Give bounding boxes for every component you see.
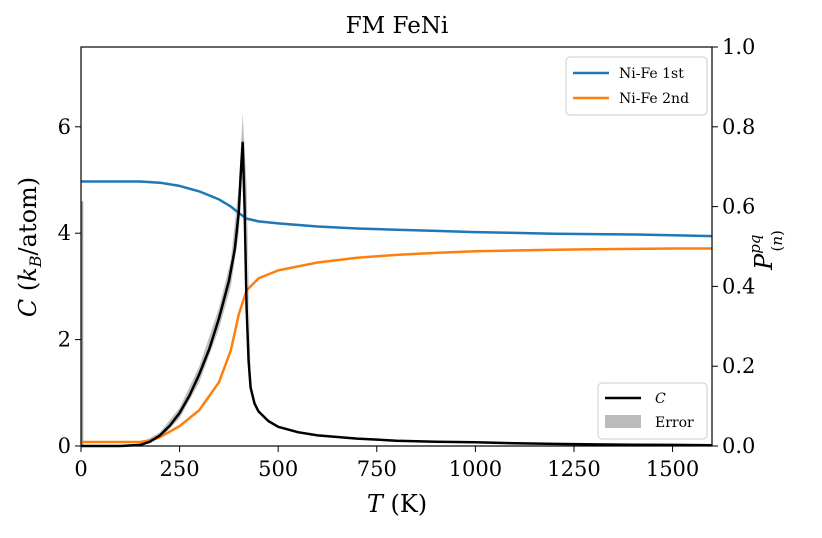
error-band	[140, 113, 251, 446]
y-axis-label-right: Ppq (n)	[746, 230, 786, 271]
legend-label-ni-fe-2nd: Ni-Fe 2nd	[619, 91, 689, 107]
plot-area: 0 250 500 750 1000 1250 1500 0 2 4 6 0.0 0.2 0.4 0.6 0.…	[58, 35, 756, 481]
y-left-tick-label: 0	[58, 434, 71, 458]
plot-frame	[80, 46, 713, 447]
legend-bottom: C Error	[597, 382, 708, 440]
y-left-tick-label: 2	[58, 328, 71, 352]
x-tick-label: 1250	[547, 457, 600, 481]
y-right-tick-label: 1.0	[722, 35, 755, 59]
x-tick-label: 500	[258, 457, 298, 481]
y-left-tick-label: 6	[58, 115, 71, 139]
x-tick-label: 0	[74, 457, 87, 481]
x-axis-label: T (K)	[367, 490, 427, 518]
x-tick-label: 1500	[646, 457, 699, 481]
y-axis-label-left: C (kB/atom)	[14, 177, 45, 317]
legend-label-error: Error	[655, 415, 694, 431]
legend-label-ni-fe-1st: Ni-Fe 1st	[619, 66, 684, 82]
y-right-tick-label: 0.6	[722, 195, 755, 219]
y-right-tick-label: 0.4	[722, 274, 755, 298]
y-right-tick-label: 0.2	[722, 354, 755, 378]
legend-label-c: C	[655, 391, 666, 407]
x-tick-label: 1000	[449, 457, 502, 481]
y-right-tick-label: 0.8	[722, 115, 755, 139]
y-right-tick-label: 0.0	[722, 434, 755, 458]
x-tick-label: 750	[357, 457, 397, 481]
legend-swatch-error	[605, 415, 641, 428]
chart-title: FM FeNi	[346, 13, 449, 39]
legend-top-box	[565, 56, 708, 116]
y-left-tick-label: 4	[58, 221, 71, 245]
x-tick-label: 250	[160, 457, 200, 481]
series-line-ni-fe-1st	[81, 180, 713, 238]
series-line-c	[81, 141, 713, 448]
legend-top: Ni-Fe 1st Ni-Fe 2nd	[565, 56, 708, 116]
